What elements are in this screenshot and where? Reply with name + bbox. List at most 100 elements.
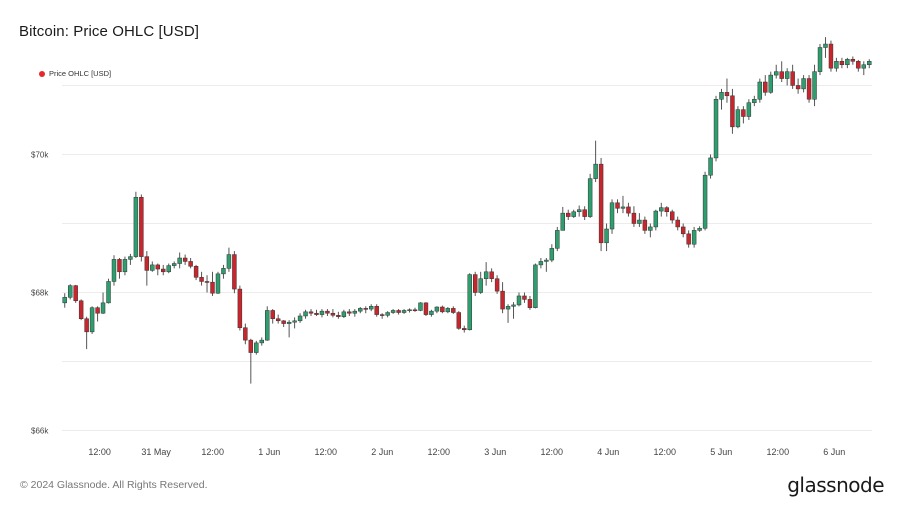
candle[interactable] xyxy=(511,302,516,319)
candle[interactable] xyxy=(248,338,254,384)
candle[interactable] xyxy=(516,292,522,307)
candle[interactable] xyxy=(363,306,368,314)
candle[interactable] xyxy=(746,99,752,120)
candle[interactable] xyxy=(182,254,188,265)
candle[interactable] xyxy=(303,309,308,319)
candle[interactable] xyxy=(560,206,565,231)
candle[interactable] xyxy=(801,75,806,93)
candle[interactable] xyxy=(100,292,106,314)
candle[interactable] xyxy=(84,316,89,350)
candle[interactable] xyxy=(319,309,325,318)
candle[interactable] xyxy=(412,307,418,312)
candle[interactable] xyxy=(292,317,297,329)
candle[interactable] xyxy=(768,71,773,94)
candle[interactable] xyxy=(609,199,615,234)
candle[interactable] xyxy=(139,194,144,262)
candle[interactable] xyxy=(555,226,560,252)
candle[interactable] xyxy=(270,309,275,324)
candle[interactable] xyxy=(806,75,812,103)
candle[interactable] xyxy=(774,64,779,79)
candle[interactable] xyxy=(478,271,483,294)
candle[interactable] xyxy=(171,261,177,269)
candle[interactable] xyxy=(790,64,795,89)
candle[interactable] xyxy=(89,306,95,334)
candle[interactable] xyxy=(254,340,259,355)
candle[interactable] xyxy=(752,95,757,107)
candle[interactable] xyxy=(839,57,845,69)
candle[interactable] xyxy=(330,309,336,318)
candle[interactable] xyxy=(631,206,637,227)
candle[interactable] xyxy=(144,251,150,286)
candle[interactable] xyxy=(735,106,741,129)
candle[interactable] xyxy=(325,309,330,316)
candle[interactable] xyxy=(62,293,67,308)
glassnode-logo[interactable]: glassnode xyxy=(787,473,884,497)
candle[interactable] xyxy=(724,78,730,103)
candle[interactable] xyxy=(659,202,664,217)
candle[interactable] xyxy=(697,226,702,232)
candle[interactable] xyxy=(161,264,166,276)
candle[interactable] xyxy=(571,209,576,218)
candle[interactable] xyxy=(637,213,642,227)
candle[interactable] xyxy=(133,191,139,258)
candle[interactable] xyxy=(462,325,467,333)
candle[interactable] xyxy=(834,57,839,72)
candle[interactable] xyxy=(549,244,555,263)
candle[interactable] xyxy=(850,56,856,65)
candle[interactable] xyxy=(275,314,281,324)
candle[interactable] xyxy=(861,61,867,76)
candle[interactable] xyxy=(265,306,270,341)
candle[interactable] xyxy=(73,284,78,303)
candle[interactable] xyxy=(155,263,160,276)
candle[interactable] xyxy=(423,302,429,316)
candle[interactable] xyxy=(243,323,248,345)
candle[interactable] xyxy=(95,306,100,322)
candle[interactable] xyxy=(483,262,489,286)
candle[interactable] xyxy=(856,59,861,72)
candle[interactable] xyxy=(177,252,182,269)
candle[interactable] xyxy=(719,88,724,110)
candle[interactable] xyxy=(308,309,314,316)
candle[interactable] xyxy=(347,309,352,316)
candle[interactable] xyxy=(472,271,478,296)
candle[interactable] xyxy=(708,154,713,179)
candle[interactable] xyxy=(823,37,828,58)
candle[interactable] xyxy=(204,275,210,293)
candle[interactable] xyxy=(757,78,763,103)
candle[interactable] xyxy=(445,307,451,314)
candle[interactable] xyxy=(615,199,620,214)
candle[interactable] xyxy=(221,264,226,279)
candle[interactable] xyxy=(653,209,659,231)
candle[interactable] xyxy=(401,309,407,314)
candle[interactable] xyxy=(434,306,440,314)
candle[interactable] xyxy=(467,273,472,331)
candle[interactable] xyxy=(604,223,609,252)
candle[interactable] xyxy=(210,271,215,296)
candle[interactable] xyxy=(281,320,286,328)
candle[interactable] xyxy=(122,256,128,276)
candle[interactable] xyxy=(642,216,648,234)
candle[interactable] xyxy=(817,44,823,76)
candle[interactable] xyxy=(763,75,768,96)
candle[interactable] xyxy=(582,206,587,221)
candle[interactable] xyxy=(675,216,680,231)
candle[interactable] xyxy=(166,263,171,274)
candle[interactable] xyxy=(374,304,379,317)
candle[interactable] xyxy=(620,195,626,214)
candle[interactable] xyxy=(533,263,538,309)
candle[interactable] xyxy=(686,230,691,248)
candle[interactable] xyxy=(544,258,549,272)
candle[interactable] xyxy=(369,304,374,312)
candle[interactable] xyxy=(314,309,319,316)
candle[interactable] xyxy=(648,223,653,238)
candle[interactable] xyxy=(440,305,445,314)
candle[interactable] xyxy=(730,88,735,134)
candle[interactable] xyxy=(385,311,390,318)
candle[interactable] xyxy=(702,171,708,231)
candle[interactable] xyxy=(286,320,292,338)
candle[interactable] xyxy=(500,282,505,314)
candle[interactable] xyxy=(150,261,155,272)
candle[interactable] xyxy=(812,64,817,107)
candle[interactable] xyxy=(297,313,303,323)
